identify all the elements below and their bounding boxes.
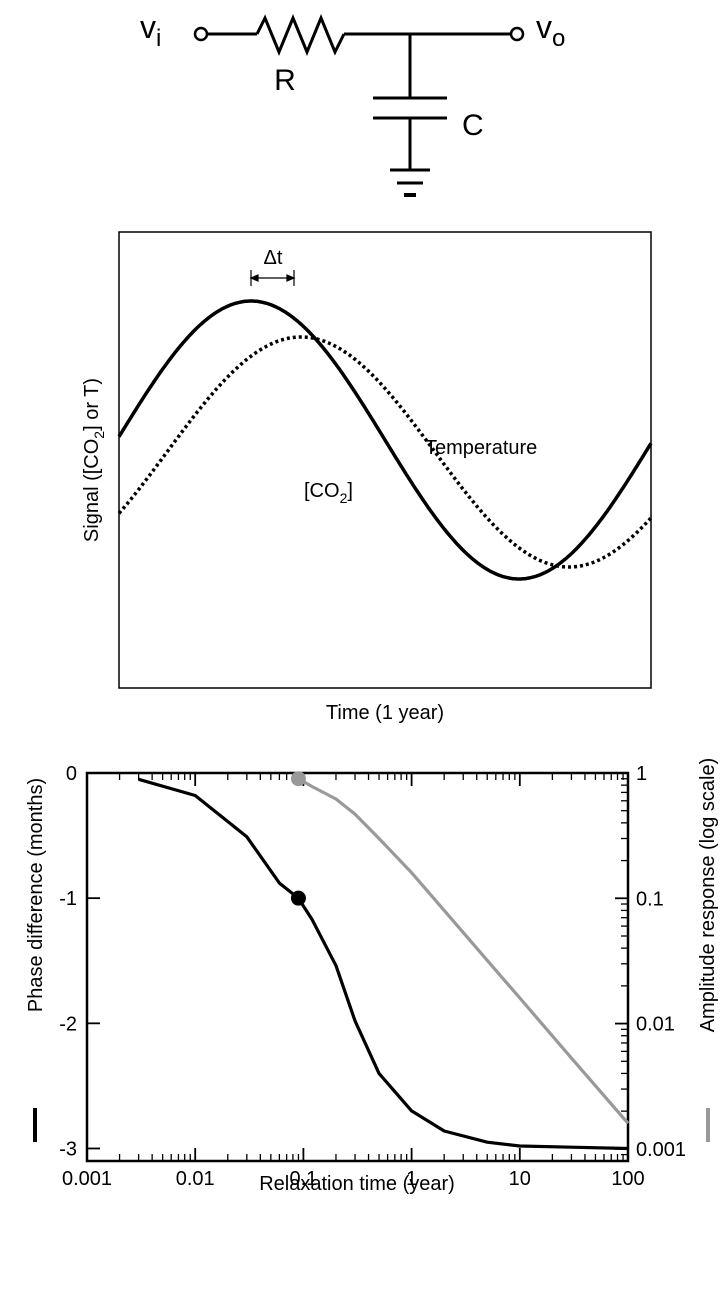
capacitor-label: C — [462, 109, 484, 142]
co2-label: [CO2] — [304, 480, 353, 506]
series-lines — [139, 779, 628, 1149]
input-label: vi — [140, 9, 161, 52]
y-right-tick-label: 1 — [636, 763, 647, 785]
output-terminal — [511, 28, 523, 40]
resistor-label: R — [274, 64, 296, 97]
delta-t-label: Δt — [264, 247, 283, 269]
y-left-tick-label: -2 — [59, 1013, 77, 1035]
signal-ylabel: Signal ([CO2] or T) — [81, 378, 107, 542]
series-marker — [291, 771, 306, 786]
resistor-symbol — [257, 18, 344, 52]
x-tick-label: 0.001 — [62, 1168, 112, 1190]
x-tick-label: 0.01 — [176, 1168, 215, 1190]
temperature-label: Temperature — [425, 437, 537, 459]
rc-circuit — [195, 18, 523, 195]
y-right-tick-label: 0.1 — [636, 888, 664, 910]
series-markers — [291, 771, 306, 905]
y-left-tick-label: -1 — [59, 888, 77, 910]
y-right-tick-label: 0.001 — [636, 1139, 686, 1161]
series-marker — [291, 891, 306, 906]
x-tick-label: 100 — [611, 1168, 644, 1190]
co2-curve — [119, 301, 651, 579]
y-right-tick-label: 0.01 — [636, 1014, 675, 1036]
y-left-tick-label: -3 — [59, 1138, 77, 1160]
series-line — [139, 779, 628, 1148]
y-left-ticks — [87, 773, 100, 1148]
y-right-labels: 1 0.1 0.01 0.001 — [636, 763, 686, 1161]
chart-ylabel-right: Amplitude response (log scale) — [697, 758, 719, 1033]
signal-plot-frame — [119, 232, 651, 688]
output-label: vo — [536, 9, 565, 52]
input-terminal — [195, 28, 207, 40]
delta-t-indicator — [251, 270, 294, 286]
series-line — [298, 779, 628, 1124]
x-major-ticks — [87, 773, 628, 1161]
y-left-tick-label: 0 — [66, 763, 77, 785]
y-left-labels: 0 -1 -2 -3 — [59, 763, 77, 1160]
chart-xlabel: Relaxation time (year) — [259, 1173, 455, 1195]
chart-frame — [87, 773, 628, 1161]
signal-xlabel: Time (1 year) — [326, 702, 444, 724]
y-right-ticks — [615, 773, 628, 1149]
x-tick-label: 10 — [509, 1168, 531, 1190]
temperature-curve — [119, 337, 651, 567]
chart-ylabel-left: Phase difference (months) — [25, 778, 47, 1012]
